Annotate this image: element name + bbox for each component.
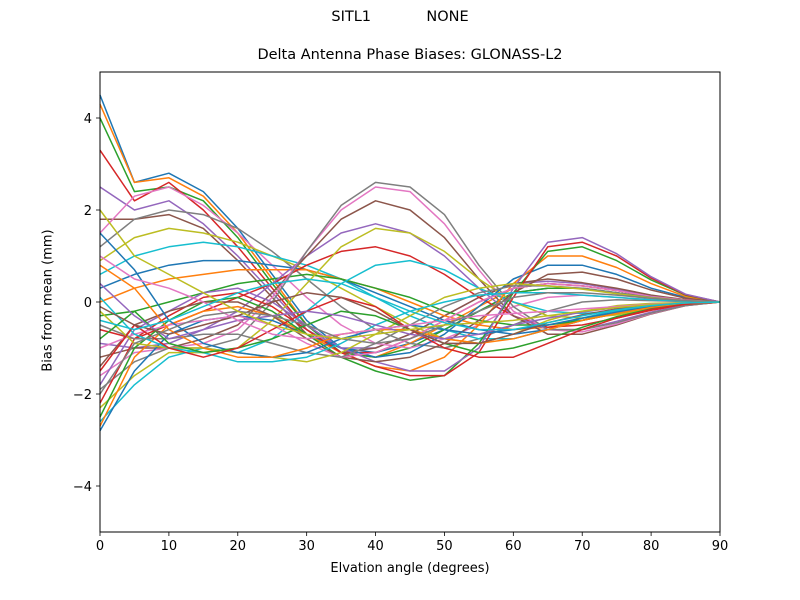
x-tick-label: 0 bbox=[96, 539, 104, 554]
x-tick-label: 80 bbox=[643, 539, 660, 554]
series-line-16 bbox=[99, 200, 721, 358]
x-tick-label: 90 bbox=[712, 539, 729, 554]
series-line-39 bbox=[99, 209, 721, 340]
y-tick-label: 2 bbox=[84, 204, 92, 219]
series-line-8 bbox=[99, 209, 721, 349]
x-tick-label: 50 bbox=[436, 539, 453, 554]
x-axis-label: Elvation angle (degrees) bbox=[330, 561, 490, 576]
series-line-24 bbox=[99, 241, 721, 404]
chart-title: Delta Antenna Phase Biases: GLONASS-L2 bbox=[257, 47, 563, 63]
x-tick-label: 10 bbox=[161, 539, 178, 554]
y-axis: −4 −2 0 2 4 bbox=[73, 112, 100, 495]
x-axis: 0 10 20 30 40 50 60 70 80 90 bbox=[96, 532, 728, 554]
series-line-9 bbox=[99, 227, 721, 345]
model-label: NONE bbox=[426, 9, 469, 25]
figure-suptitle: SITL1 NONE bbox=[0, 9, 800, 25]
x-tick-label: 40 bbox=[367, 539, 384, 554]
y-tick-label: 0 bbox=[84, 296, 92, 311]
x-tick-label: 30 bbox=[298, 539, 315, 554]
y-tick-label: −4 bbox=[73, 480, 92, 495]
series-layer bbox=[99, 94, 721, 432]
x-tick-label: 60 bbox=[505, 539, 522, 554]
y-tick-label: 4 bbox=[84, 112, 92, 127]
y-tick-label: −2 bbox=[73, 388, 92, 403]
y-axis-label: Bias from mean (mm) bbox=[40, 229, 56, 372]
x-tick-label: 70 bbox=[574, 539, 591, 554]
series-line-40 bbox=[99, 278, 721, 331]
series-line-37 bbox=[99, 255, 721, 340]
station-label: SITL1 bbox=[331, 9, 372, 25]
series-line-38 bbox=[99, 292, 721, 395]
x-tick-label: 20 bbox=[230, 539, 247, 554]
